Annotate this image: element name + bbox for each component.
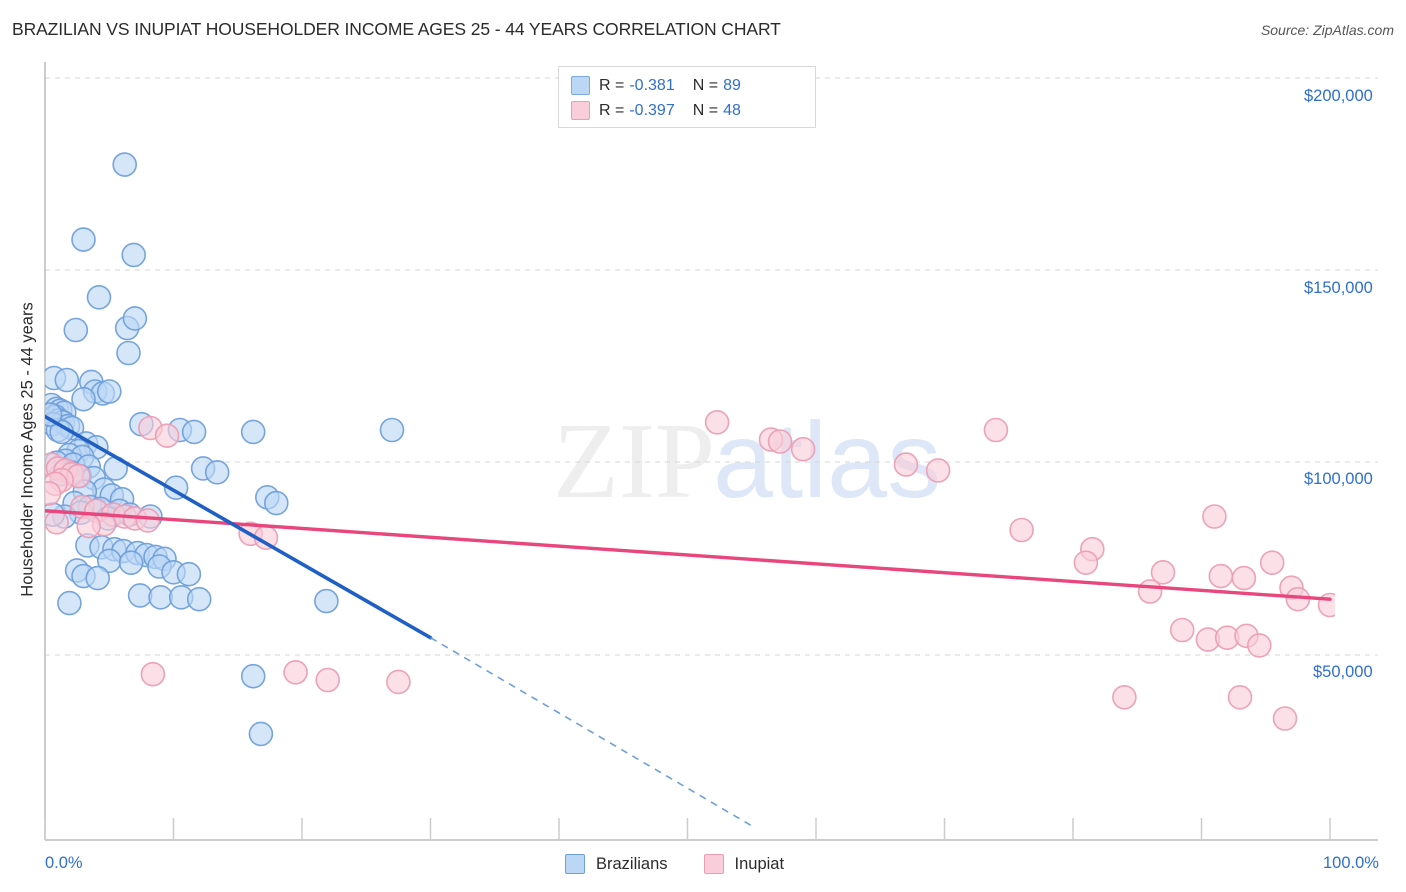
data-point [263, 490, 289, 516]
data-point [57, 590, 82, 616]
points-brazilians [45, 152, 405, 747]
stats-r-key-inupiat: R = [599, 101, 625, 119]
x-tick-label-min: 0.0% [45, 854, 83, 872]
data-point [127, 583, 153, 608]
data-point [63, 317, 89, 343]
stats-n-value-inupiat: 48 [723, 101, 741, 119]
stats-r-key-brazilians: R = [599, 76, 625, 94]
stats-r-value-inupiat: -0.397 [629, 101, 675, 119]
data-point [240, 663, 266, 689]
data-point [315, 667, 341, 693]
data-point [283, 659, 308, 685]
legend-item-inupiat[interactable]: Inupiat [703, 854, 785, 874]
data-point [248, 721, 274, 747]
x-tick-label-max: 100.0% [1323, 854, 1379, 872]
data-point [76, 513, 101, 539]
data-point [112, 152, 137, 177]
data-point [148, 584, 173, 610]
data-point [140, 661, 166, 687]
trendline-inupiat [45, 509, 1332, 601]
data-point [1150, 559, 1176, 585]
data-point [1112, 684, 1137, 710]
data-point [116, 340, 141, 366]
y-tick-label-150000: $150,000 [1304, 279, 1373, 297]
data-point [118, 550, 144, 576]
data-point [1208, 563, 1234, 589]
stats-swatch-brazilians [571, 76, 590, 95]
y-tick-label-100000: $100,000 [1304, 470, 1373, 488]
data-point [204, 459, 230, 485]
data-point [925, 458, 951, 483]
legend-label-brazilians: Brazilians [596, 854, 668, 873]
data-point [240, 419, 266, 445]
page-title: BRAZILIAN VS INUPIAT HOUSEHOLDER INCOME … [12, 19, 781, 39]
stats-row-brazilians: R = -0.381 N = 89 [571, 73, 805, 98]
source-label: Source: ZipAtlas.com [1260, 22, 1394, 38]
trendline-brazilians [45, 414, 757, 829]
legend-item-brazilians[interactable]: Brazilians [565, 854, 668, 874]
legend-swatch-inupiat [703, 854, 724, 874]
gridlines [45, 77, 1378, 656]
data-point [45, 510, 69, 535]
data-point [86, 284, 112, 310]
data-point [314, 588, 339, 614]
correlation-stats-box: R = -0.381 N = 89 R = -0.397 N = 48 [558, 66, 816, 128]
data-point [71, 386, 96, 412]
data-point [1169, 617, 1195, 643]
data-point [121, 242, 146, 268]
data-point [1009, 517, 1034, 543]
y-tick-label-50000: $50,000 [1313, 663, 1373, 681]
data-point [54, 367, 80, 393]
data-point [893, 452, 919, 477]
data-point [1317, 592, 1335, 618]
data-point [1231, 565, 1257, 591]
data-point [122, 306, 148, 331]
data-point [1227, 684, 1253, 710]
data-point [767, 429, 793, 454]
points-inupiat [45, 409, 1335, 731]
data-point [1202, 504, 1227, 529]
legend-label-inupiat: Inupiat [734, 854, 785, 873]
stats-n-key-brazilians: N = [692, 76, 719, 94]
data-point [71, 227, 96, 252]
watermark: ZIP atlas [553, 399, 941, 521]
y-axis-title: Householder Income Ages 25 - 44 years [18, 302, 37, 597]
data-point [154, 423, 180, 449]
y-tick-label-200000: $200,000 [1304, 87, 1373, 105]
data-point [1272, 706, 1298, 731]
data-point [135, 508, 161, 533]
stats-n-value-brazilians: 89 [723, 76, 741, 94]
stats-r-value-brazilians: -0.381 [629, 76, 675, 94]
data-point [176, 561, 202, 587]
data-point [85, 565, 110, 591]
data-point [790, 436, 816, 462]
series-legend: Brazilians Inupiat [565, 851, 820, 877]
legend-swatch-brazilians [565, 854, 585, 874]
data-point [386, 669, 411, 695]
data-point [186, 586, 212, 612]
data-point [45, 481, 62, 506]
data-point [181, 419, 207, 445]
data-point [983, 417, 1009, 443]
data-point [379, 417, 405, 443]
data-point [97, 379, 122, 404]
data-point [1247, 633, 1272, 658]
data-point [1073, 550, 1099, 576]
x-axis-ticks [44, 818, 1331, 840]
stats-swatch-inupiat [571, 101, 590, 120]
data-point [1259, 550, 1285, 576]
stats-row-inupiat: R = -0.397 N = 48 [571, 98, 805, 123]
data-point [704, 409, 730, 435]
data-point [1137, 579, 1163, 604]
stats-n-key-inupiat: N = [692, 101, 719, 119]
